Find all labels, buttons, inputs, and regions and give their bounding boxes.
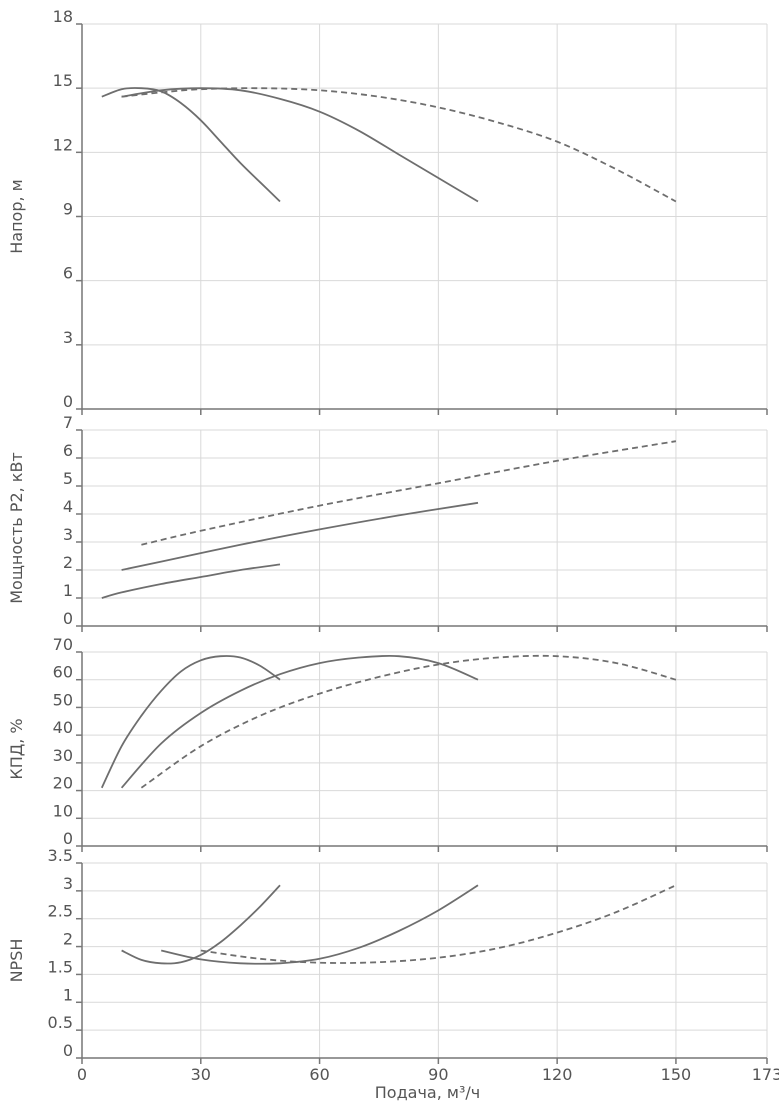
- y-axis-label: Мощность P2, кВт: [7, 452, 26, 604]
- y-axis-label: КПД, %: [7, 718, 26, 779]
- y-tick-label: 6: [63, 264, 73, 283]
- y-tick-label: 12: [53, 135, 73, 154]
- y-tick-label: 0: [63, 392, 73, 411]
- gridlines: [82, 429, 768, 626]
- series-line-1: [101, 563, 281, 599]
- gridlines: [82, 862, 768, 1058]
- y-tick-label: 3.5: [48, 846, 73, 865]
- y-tick-label: 4: [63, 497, 73, 516]
- series-line-3: [121, 87, 677, 203]
- y-tick-label: 18: [53, 7, 73, 26]
- y-tick-label: 1: [63, 581, 73, 600]
- y-tick-label: 70: [53, 635, 73, 654]
- y-tick-label: 3: [63, 874, 73, 893]
- chart-panel-4: 0 0.5 1 1.5 2 2.5 3 3.5 0 30 60 90 120 150 173 NPSH Пода…: [7, 846, 779, 1102]
- y-tick-label: 50: [53, 690, 73, 709]
- y-tick-label: 9: [63, 200, 73, 219]
- series-line-3: [141, 440, 677, 546]
- y-tick-label: 3: [63, 328, 73, 347]
- y-tick-label: 20: [53, 774, 73, 793]
- y-tick-label: 2: [63, 553, 73, 572]
- x-tick-label: 150: [661, 1065, 692, 1084]
- gridlines: [82, 651, 768, 846]
- series-line-3: [140, 654, 677, 789]
- y-tick-label: 5: [63, 469, 73, 488]
- y-tick-label: 30: [53, 746, 73, 765]
- y-tick-label: 10: [53, 801, 73, 820]
- y-axis-label: Напор, м: [7, 179, 26, 253]
- y-tick-label: 0: [63, 1041, 73, 1060]
- y-tick-label: 0.5: [48, 1013, 73, 1032]
- y-tick-label: 40: [53, 718, 73, 737]
- y-tick-label: 15: [53, 71, 73, 90]
- series-line-2: [120, 654, 479, 789]
- x-tick-label: 60: [309, 1065, 329, 1084]
- y-axis-label: NPSH: [7, 939, 26, 983]
- series-line-1: [121, 884, 281, 965]
- y-tick-label: 7: [63, 413, 73, 432]
- y-tick-label: 2.5: [48, 902, 73, 921]
- y-tick-label: 60: [53, 663, 73, 682]
- x-axis-label: Подача, м³/ч: [375, 1083, 480, 1102]
- series-line-2: [161, 884, 479, 965]
- x-tick-label: 30: [191, 1065, 211, 1084]
- y-tick-label: 1: [63, 985, 73, 1004]
- chart-panel-3: 0 10 20 30 40 50 60 70 КПД, %: [7, 635, 768, 852]
- gridlines: [82, 23, 768, 409]
- series-line-1: [100, 655, 281, 789]
- series-line-1: [101, 87, 281, 203]
- y-tick-label: 6: [63, 441, 73, 460]
- series-line-3: [200, 884, 677, 964]
- series-line-2: [121, 87, 479, 203]
- x-tick-label: 0: [77, 1065, 87, 1084]
- y-tick-label: 2: [63, 930, 73, 949]
- series-line-2: [121, 501, 479, 571]
- x-tick-label: 90: [428, 1065, 448, 1084]
- y-tick-label: 0: [63, 609, 73, 628]
- y-tick-label: 3: [63, 525, 73, 544]
- x-tick-label: 173: [752, 1065, 779, 1084]
- chart-panel-2: 0 1 2 3 4 5 6 7 Мощность P2, кВт: [7, 413, 768, 632]
- y-tick-label: 1.5: [48, 957, 73, 976]
- y-tick-label: 0: [63, 829, 73, 848]
- x-tick-label: 120: [542, 1065, 573, 1084]
- chart-panel-1: 0 3 6 9 12 15 18 Напор, м: [7, 7, 768, 415]
